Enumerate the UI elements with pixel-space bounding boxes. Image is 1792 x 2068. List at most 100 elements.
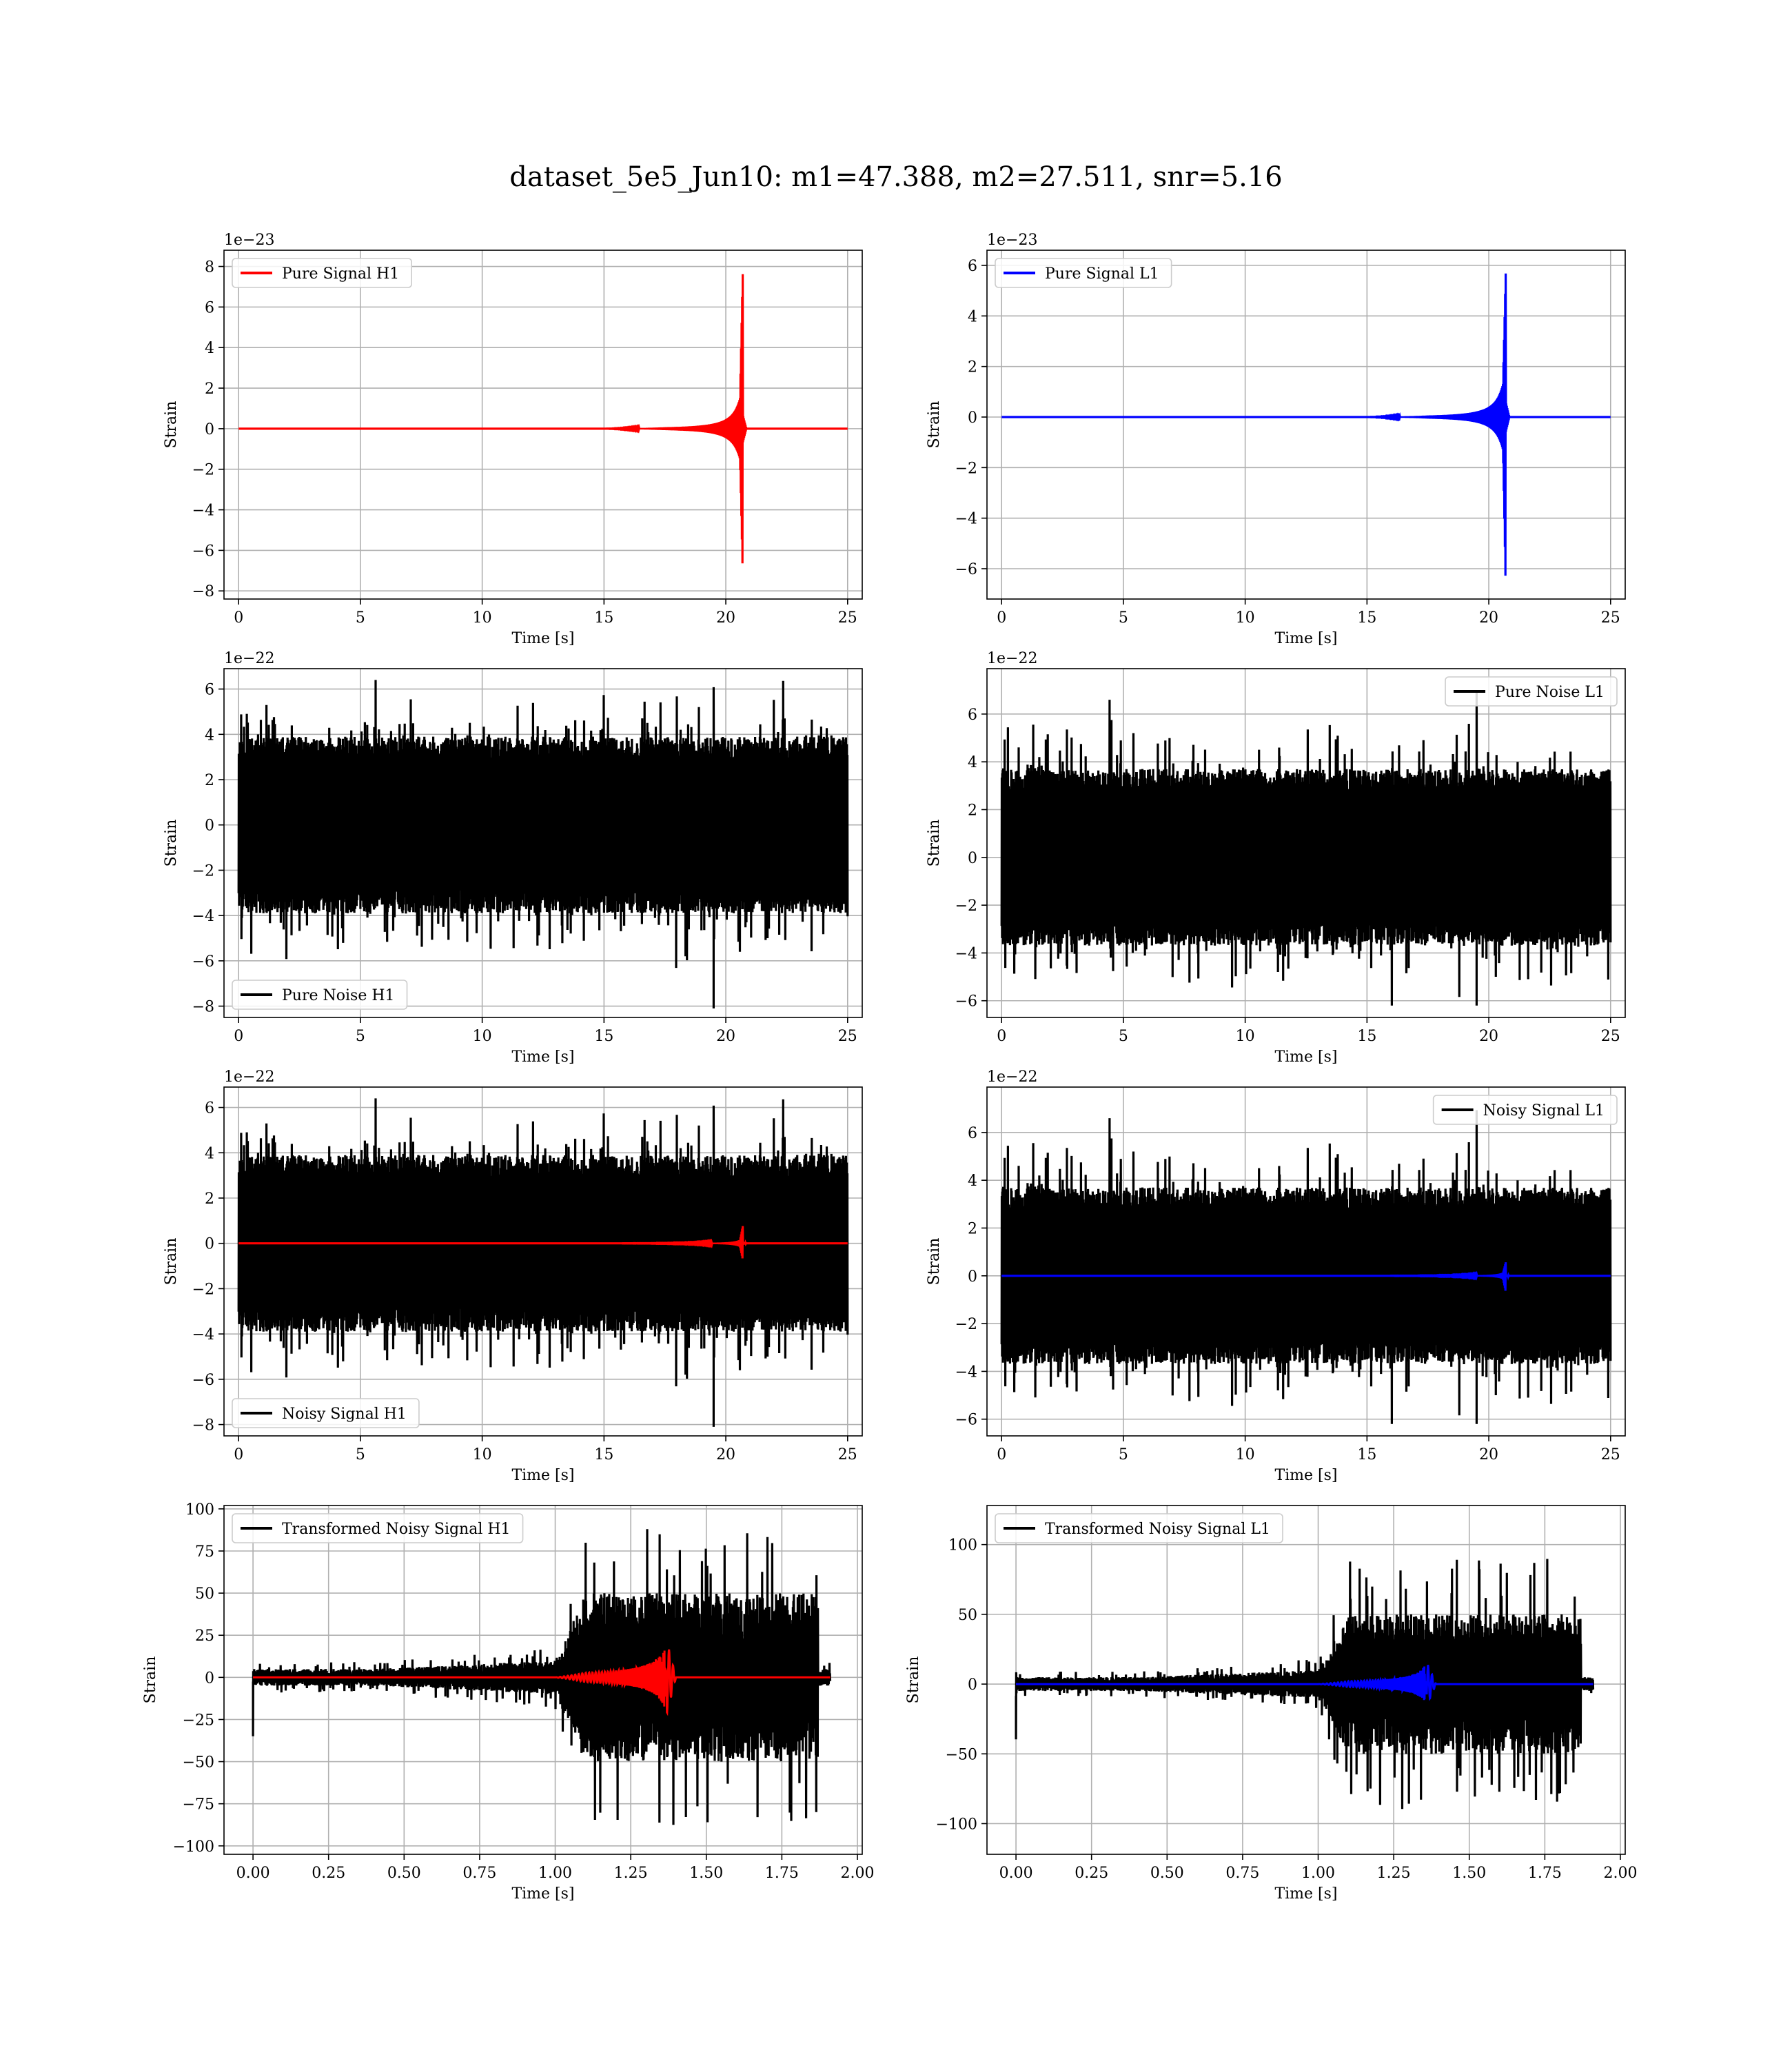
y-tick-label: 0 (968, 1268, 977, 1286)
y-tick-label: 0 (205, 818, 214, 835)
pure-noise-h1-panel: 0 5 10 15 20 25 −8 −6 −4 −2 0 2 4 6 1e−22 Time [s] Strai… (163, 650, 863, 1066)
y-tick-label: −4 (955, 945, 977, 962)
x-tick-label: 5 (356, 609, 365, 627)
legend-box (995, 1513, 1283, 1543)
y-tick-label: 4 (968, 1173, 977, 1190)
axes-frame (223, 1086, 863, 1437)
x-tick-label: 15 (594, 609, 613, 627)
y-tick-label: −2 (192, 1281, 214, 1298)
noisy-signal-h1-series-1 (238, 1226, 848, 1259)
y-tick-label: 100 (185, 1501, 214, 1519)
y-tick-label: −4 (955, 511, 977, 528)
noisy-signal-h1-panel: 0 5 10 15 20 25 −8 −6 −4 −2 0 2 4 6 1e−22 Time [s] Strai… (163, 1068, 863, 1484)
y-tick-label: −25 (183, 1712, 214, 1729)
legend-label: Noisy Signal L1 (1483, 1102, 1605, 1119)
x-tick-label: 1.00 (538, 1865, 572, 1882)
y-tick-label: −2 (192, 462, 214, 479)
legend-box (1445, 676, 1618, 707)
y-tick-label: 4 (968, 754, 977, 771)
y-tick-label: −4 (192, 908, 214, 925)
noisy-signal-l1-series-1 (1001, 1262, 1611, 1291)
x-tick-label: 1.50 (689, 1865, 723, 1882)
y-axis-label: Strain (926, 401, 943, 449)
pure-noise-l1-panel: 0 5 10 15 20 25 −6 −4 −2 0 2 4 6 1e−22 Time [s] Strain P… (926, 650, 1626, 1066)
y-tick-label: 2 (205, 772, 214, 789)
y-tick-label: 2 (205, 381, 214, 398)
noisy-signal-l1-series-0 (1000, 1110, 1612, 1424)
legend-box (1432, 1095, 1618, 1125)
x-axis-label: Time [s] (511, 1048, 574, 1066)
y-tick-label: −50 (946, 1746, 977, 1763)
x-tick-label: 20 (1479, 1446, 1498, 1463)
x-axis-label: Time [s] (511, 630, 574, 647)
y-tick-label: 8 (205, 259, 214, 276)
y-tick-label: 4 (205, 727, 214, 744)
y-axis-label: Strain (142, 1656, 159, 1704)
y-tick-label: −2 (955, 460, 977, 477)
y-tick-label: 50 (958, 1607, 977, 1624)
y-tick-label: −8 (192, 999, 214, 1016)
x-tick-label: 15 (594, 1028, 613, 1045)
legend-label: Noisy Signal H1 (282, 1406, 407, 1423)
x-tick-label: 2.00 (840, 1865, 874, 1882)
x-tick-label: 10 (473, 609, 492, 627)
x-tick-label: 15 (1357, 1028, 1376, 1045)
x-axis-label: Time [s] (1274, 1885, 1337, 1903)
x-tick-label: 0.75 (1225, 1865, 1259, 1882)
x-tick-label: 25 (838, 609, 857, 627)
y-tick-label: 4 (968, 308, 977, 325)
y-tick-label: −4 (192, 1326, 214, 1344)
legend-box (995, 258, 1172, 288)
x-tick-label: 10 (1236, 1446, 1255, 1463)
y-tick-label: 2 (205, 1190, 214, 1208)
y-axis-label: Strain (163, 401, 180, 449)
pure-noise-l1-series-0 (1000, 691, 1612, 1006)
y-tick-label: 6 (205, 299, 214, 316)
axes-frame (986, 250, 1626, 600)
x-tick-label: 15 (1357, 1446, 1376, 1463)
axes-frame (223, 668, 863, 1018)
x-tick-label: 0 (234, 609, 243, 627)
x-tick-label: 0 (997, 1446, 1006, 1463)
legend-label: Transformed Noisy Signal L1 (1045, 1521, 1270, 1538)
x-axis-label: Time [s] (1274, 1467, 1337, 1484)
y-tick-label: 4 (205, 1145, 214, 1162)
y-tick-label: −75 (183, 1796, 214, 1814)
legend: Transformed Noisy Signal H1 (232, 1513, 524, 1543)
x-tick-label: 1.25 (614, 1865, 648, 1882)
y-tick-label: 0 (205, 1236, 214, 1253)
x-axis-label: Time [s] (511, 1885, 574, 1903)
transformed-noisy-signal-l1-panel: 0.00 0.25 0.50 0.75 1.00 1.25 1.50 1.75 2.00 −100… (905, 1505, 1637, 1903)
transformed-noisy-signal-h1-series-0 (252, 1529, 832, 1825)
x-tick-label: 0 (997, 1028, 1006, 1045)
y-tick-label: −4 (955, 1364, 977, 1381)
x-tick-label: 25 (838, 1028, 857, 1045)
x-tick-label: 25 (1601, 609, 1620, 627)
x-tick-label: 15 (1357, 609, 1376, 627)
x-tick-label: 5 (1119, 1028, 1128, 1045)
x-tick-label: 20 (716, 609, 735, 627)
x-tick-label: 10 (1236, 1028, 1255, 1045)
y-tick-label: −6 (955, 561, 977, 578)
legend: Noisy Signal L1 (1432, 1095, 1618, 1125)
transformed-noisy-signal-h1-series-1 (253, 1649, 831, 1716)
y-tick-label: 0 (968, 409, 977, 427)
y-tick-label: −4 (192, 503, 214, 520)
y-axis-label: Strain (926, 1238, 943, 1286)
y-tick-label: 50 (195, 1585, 214, 1603)
y-tick-label: −6 (955, 993, 977, 1011)
y-axis-label: Strain (163, 820, 180, 867)
legend-label: Pure Noise H1 (282, 987, 395, 1004)
legend: Pure Noise H1 (232, 980, 408, 1010)
x-tick-label: 10 (473, 1446, 492, 1463)
y-tick-label: 0 (968, 850, 977, 867)
x-tick-label: 0 (234, 1446, 243, 1463)
legend-box (232, 980, 408, 1010)
x-tick-label: 5 (356, 1446, 365, 1463)
y-tick-label: 6 (205, 1100, 214, 1117)
y-tick-label: 0 (205, 421, 214, 438)
legend-box (232, 258, 413, 288)
y-tick-label: −6 (955, 1412, 977, 1429)
y-tick-label: −100 (936, 1816, 977, 1833)
